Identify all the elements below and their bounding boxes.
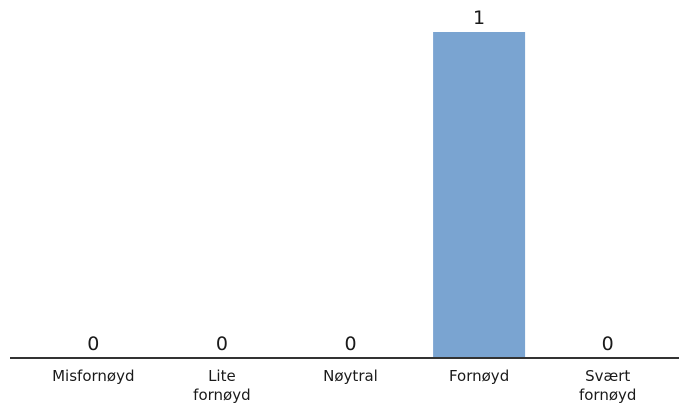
category-label-1-line-1: fornøyd <box>193 386 250 404</box>
category-label-4: Svært fornøyd <box>579 367 636 404</box>
data-label-1: 0 <box>216 333 228 355</box>
data-label-3: 1 <box>473 7 485 29</box>
data-label-2: 0 <box>344 333 356 355</box>
category-label-2-line-0: Nøytral <box>323 367 378 385</box>
category-label-4-line-0: Svært <box>585 367 630 385</box>
category-label-3-line-0: Fornøyd <box>449 367 509 385</box>
data-label-4: 0 <box>602 333 614 355</box>
category-label-1: Lite fornøyd <box>193 367 250 404</box>
category-label-2: Nøytral <box>323 367 378 385</box>
category-label-4-line-1: fornøyd <box>579 386 636 404</box>
bars-group <box>433 32 526 358</box>
category-label-3: Fornøyd <box>449 367 509 385</box>
category-label-1-line-0: Lite <box>208 367 236 385</box>
data-label-0: 0 <box>87 333 99 355</box>
data-labels-group: 0 0 0 1 0 <box>87 7 613 355</box>
bar-3 <box>433 32 526 358</box>
category-label-0: Misfornøyd <box>52 367 134 385</box>
category-label-0-line-0: Misfornøyd <box>52 367 134 385</box>
